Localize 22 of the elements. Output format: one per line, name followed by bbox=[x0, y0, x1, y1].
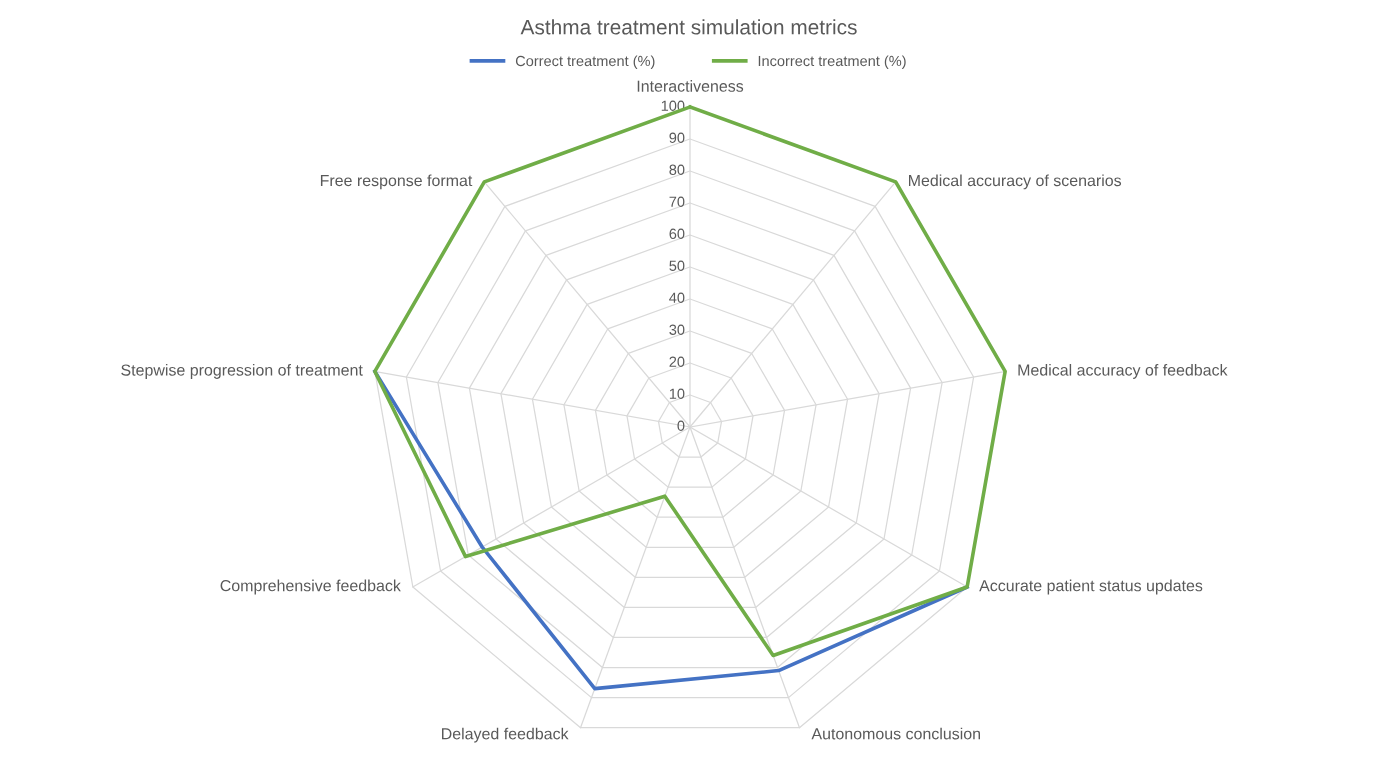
y-tick-label: 60 bbox=[669, 228, 685, 239]
y-tick-label: 30 bbox=[669, 324, 685, 335]
chart-title: Asthma treatment simulation metrics bbox=[520, 19, 857, 35]
y-tick-label: 50 bbox=[669, 260, 685, 271]
y-tick-label: 10 bbox=[669, 388, 685, 399]
y-tick-label: 40 bbox=[669, 292, 685, 303]
y-tick-label: 0 bbox=[677, 420, 685, 431]
legend-label: Correct treatment (%) bbox=[515, 55, 655, 70]
spoke-label: Autonomous conclusion bbox=[811, 727, 980, 740]
spoke-label: Medical accuracy of scenarios bbox=[909, 174, 1122, 190]
spoke-label: Comprehensive feedback bbox=[220, 579, 401, 595]
y-tick-label: 80 bbox=[669, 164, 685, 175]
spoke-label: Interactiveness bbox=[637, 80, 744, 92]
y-tick-label: 90 bbox=[669, 132, 685, 143]
spoke-label: Delayed feedback bbox=[442, 727, 569, 743]
spoke-label: Accurate patient status updates bbox=[979, 579, 1203, 595]
spoke-label: Stepwise progression of treatment bbox=[121, 363, 363, 379]
legend-label: Incorrect treatment (%) bbox=[758, 55, 906, 70]
y-tick-label: 70 bbox=[669, 196, 685, 207]
spoke-label: Medical accuracy of feedback bbox=[1018, 363, 1228, 379]
spoke-label: Free response format bbox=[320, 174, 473, 190]
y-tick-label: 20 bbox=[669, 356, 685, 367]
